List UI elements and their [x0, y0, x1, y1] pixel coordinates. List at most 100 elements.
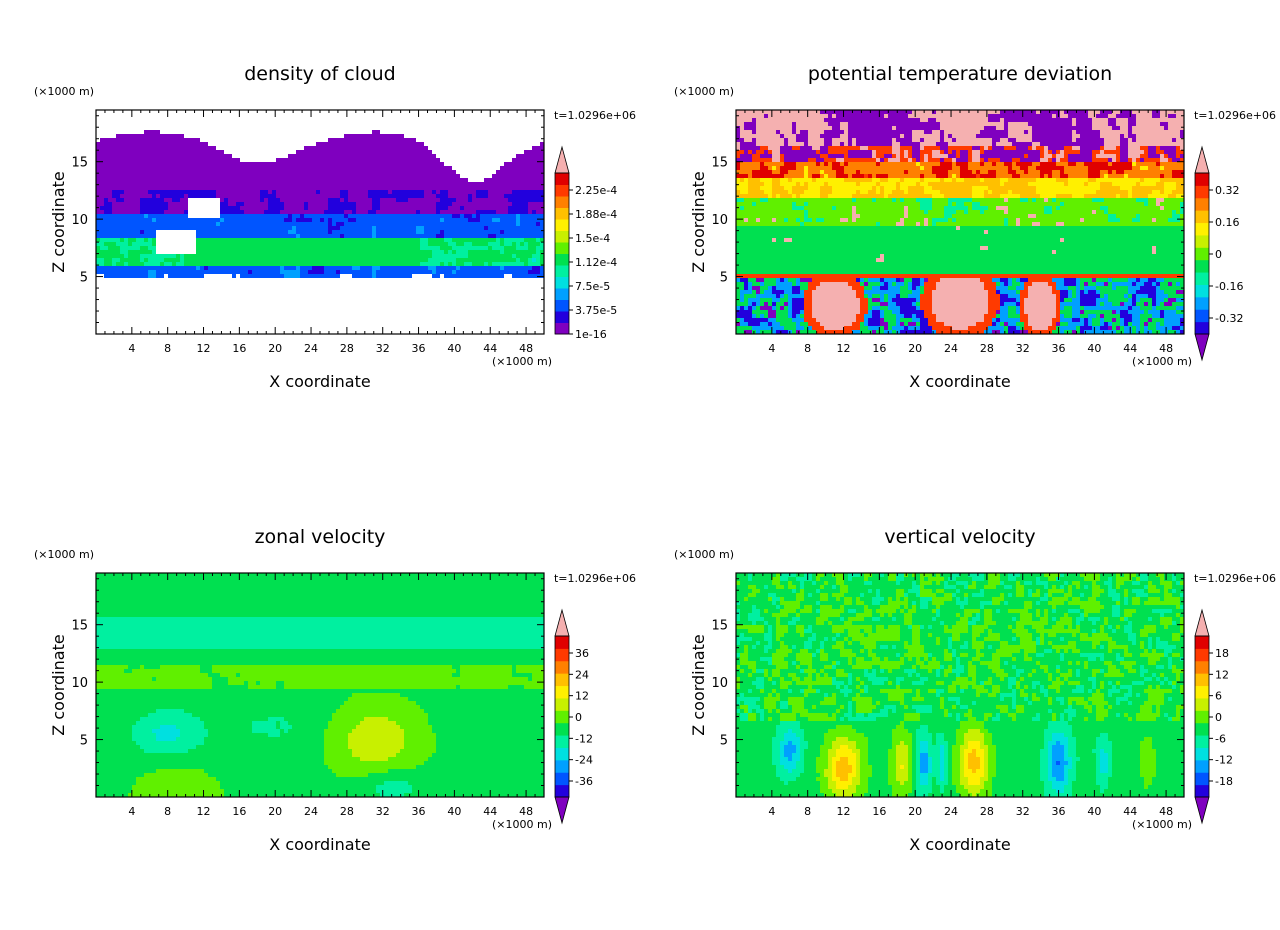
x-tick-label: 36	[412, 805, 426, 818]
x-tick-label: 44	[483, 342, 497, 355]
colorbar-label: -12	[1215, 754, 1233, 767]
y-axis-label: Z coordinate	[689, 634, 708, 735]
colorbar-arrow-high	[555, 147, 569, 173]
x-tick-label: 4	[768, 342, 775, 355]
colorbar-segment	[1195, 223, 1209, 236]
field-image	[736, 110, 1184, 334]
x-units-label: (×1000 m)	[1132, 355, 1192, 368]
x-tick-label: 28	[980, 805, 994, 818]
colorbar-segment	[1195, 673, 1209, 686]
colorbar-segment	[1195, 747, 1209, 760]
colorbar-segment	[555, 686, 569, 699]
colorbar-label: 3.75e-5	[575, 304, 617, 317]
colorbar-segment	[1195, 698, 1209, 711]
colorbar-label: 12	[1215, 668, 1229, 681]
colorbar-segment	[1195, 247, 1209, 260]
x-tick-label: 40	[447, 342, 461, 355]
y-tick-label: 10	[711, 676, 728, 691]
y-tick-label: 10	[71, 676, 88, 691]
colorbar: 1e-163.75e-57.5e-51.12e-41.5e-41.88e-42.…	[555, 147, 617, 341]
x-tick-label: 8	[164, 342, 171, 355]
x-tick-label: 40	[1087, 805, 1101, 818]
x-tick-label: 12	[837, 342, 851, 355]
colorbar-segment	[1195, 648, 1209, 661]
colorbar-segment	[1195, 710, 1209, 723]
colorbar-segment	[555, 300, 569, 312]
colorbar-label: 0	[1215, 248, 1222, 261]
x-tick-label: 44	[1123, 805, 1137, 818]
x-tick-label: 28	[340, 342, 354, 355]
x-tick-label: 8	[804, 342, 811, 355]
x-tick-label: 48	[1159, 342, 1173, 355]
x-tick-label: 16	[872, 805, 886, 818]
colorbar-segment	[555, 323, 569, 335]
colorbar-label: -0.16	[1215, 280, 1243, 293]
x-tick-label: 16	[232, 805, 246, 818]
colorbar-segment	[555, 661, 569, 674]
colorbar-segment	[555, 277, 569, 289]
x-tick-label: 32	[1016, 805, 1030, 818]
colorbar-segment	[555, 288, 569, 300]
x-tick-label: 24	[944, 805, 958, 818]
y-tick-label: 15	[711, 619, 728, 634]
y-tick-label: 15	[711, 156, 728, 171]
colorbar-segment	[555, 772, 569, 785]
colorbar-segment	[1195, 686, 1209, 699]
colorbar-label: -12	[575, 732, 593, 745]
colorbar-label: 7.5e-5	[575, 280, 610, 293]
colorbar-segment	[1195, 185, 1209, 198]
colorbar-segment	[555, 760, 569, 773]
colorbar-segment	[555, 710, 569, 723]
colorbar-segment	[555, 265, 569, 277]
x-tick-label: 36	[1052, 342, 1066, 355]
x-tick-label: 44	[483, 805, 497, 818]
x-tick-label: 32	[376, 342, 390, 355]
colorbar-arrow-high	[1195, 610, 1209, 636]
colorbar-segment	[1195, 735, 1209, 748]
x-tick-label: 12	[837, 805, 851, 818]
colorbar-label: -24	[575, 754, 593, 767]
colorbar-arrow-low	[1195, 797, 1209, 823]
x-tick-label: 40	[447, 805, 461, 818]
x-axis-label: X coordinate	[909, 372, 1010, 391]
x-tick-label: 12	[197, 342, 211, 355]
colorbar-arrow-low	[555, 797, 569, 823]
y-axis-label: Z coordinate	[689, 171, 708, 272]
colorbar-segment	[555, 231, 569, 243]
colorbar-label: 1.88e-4	[575, 208, 617, 221]
y-tick-label: 15	[71, 619, 88, 634]
y-tick-label: 10	[711, 213, 728, 228]
colorbar-segment	[555, 185, 569, 197]
x-tick-label: 8	[164, 805, 171, 818]
x-tick-label: 20	[268, 805, 282, 818]
y-units-label: (×1000 m)	[34, 548, 94, 561]
colorbar-label: 6	[1215, 690, 1222, 703]
colorbar-segment	[555, 673, 569, 686]
colorbar-label: 36	[575, 647, 589, 660]
colorbar-segment	[555, 196, 569, 208]
colorbar-segment	[1195, 198, 1209, 211]
x-axis-label: X coordinate	[909, 835, 1010, 854]
colorbar-arrow-low	[1195, 334, 1209, 360]
colorbar-segment	[1195, 235, 1209, 248]
colorbar-segment	[1195, 284, 1209, 297]
x-tick-label: 4	[768, 805, 775, 818]
x-tick-label: 36	[412, 342, 426, 355]
x-units-label: (×1000 m)	[492, 355, 552, 368]
colorbar-label: 12	[575, 690, 589, 703]
field-image	[96, 130, 544, 278]
time-label: t=1.0296e+06	[554, 572, 636, 585]
x-tick-label: 48	[519, 805, 533, 818]
colorbar-segment	[1195, 772, 1209, 785]
colorbar-label: 1.5e-4	[575, 232, 610, 245]
colorbar-label: -6	[1215, 732, 1226, 745]
x-tick-label: 24	[304, 342, 318, 355]
x-tick-label: 28	[980, 342, 994, 355]
colorbar-segment	[555, 785, 569, 798]
chart-title: zonal velocity	[255, 526, 386, 548]
colorbar-segment	[1195, 661, 1209, 674]
colorbar-segment	[1195, 272, 1209, 285]
colorbar-segment	[555, 219, 569, 231]
